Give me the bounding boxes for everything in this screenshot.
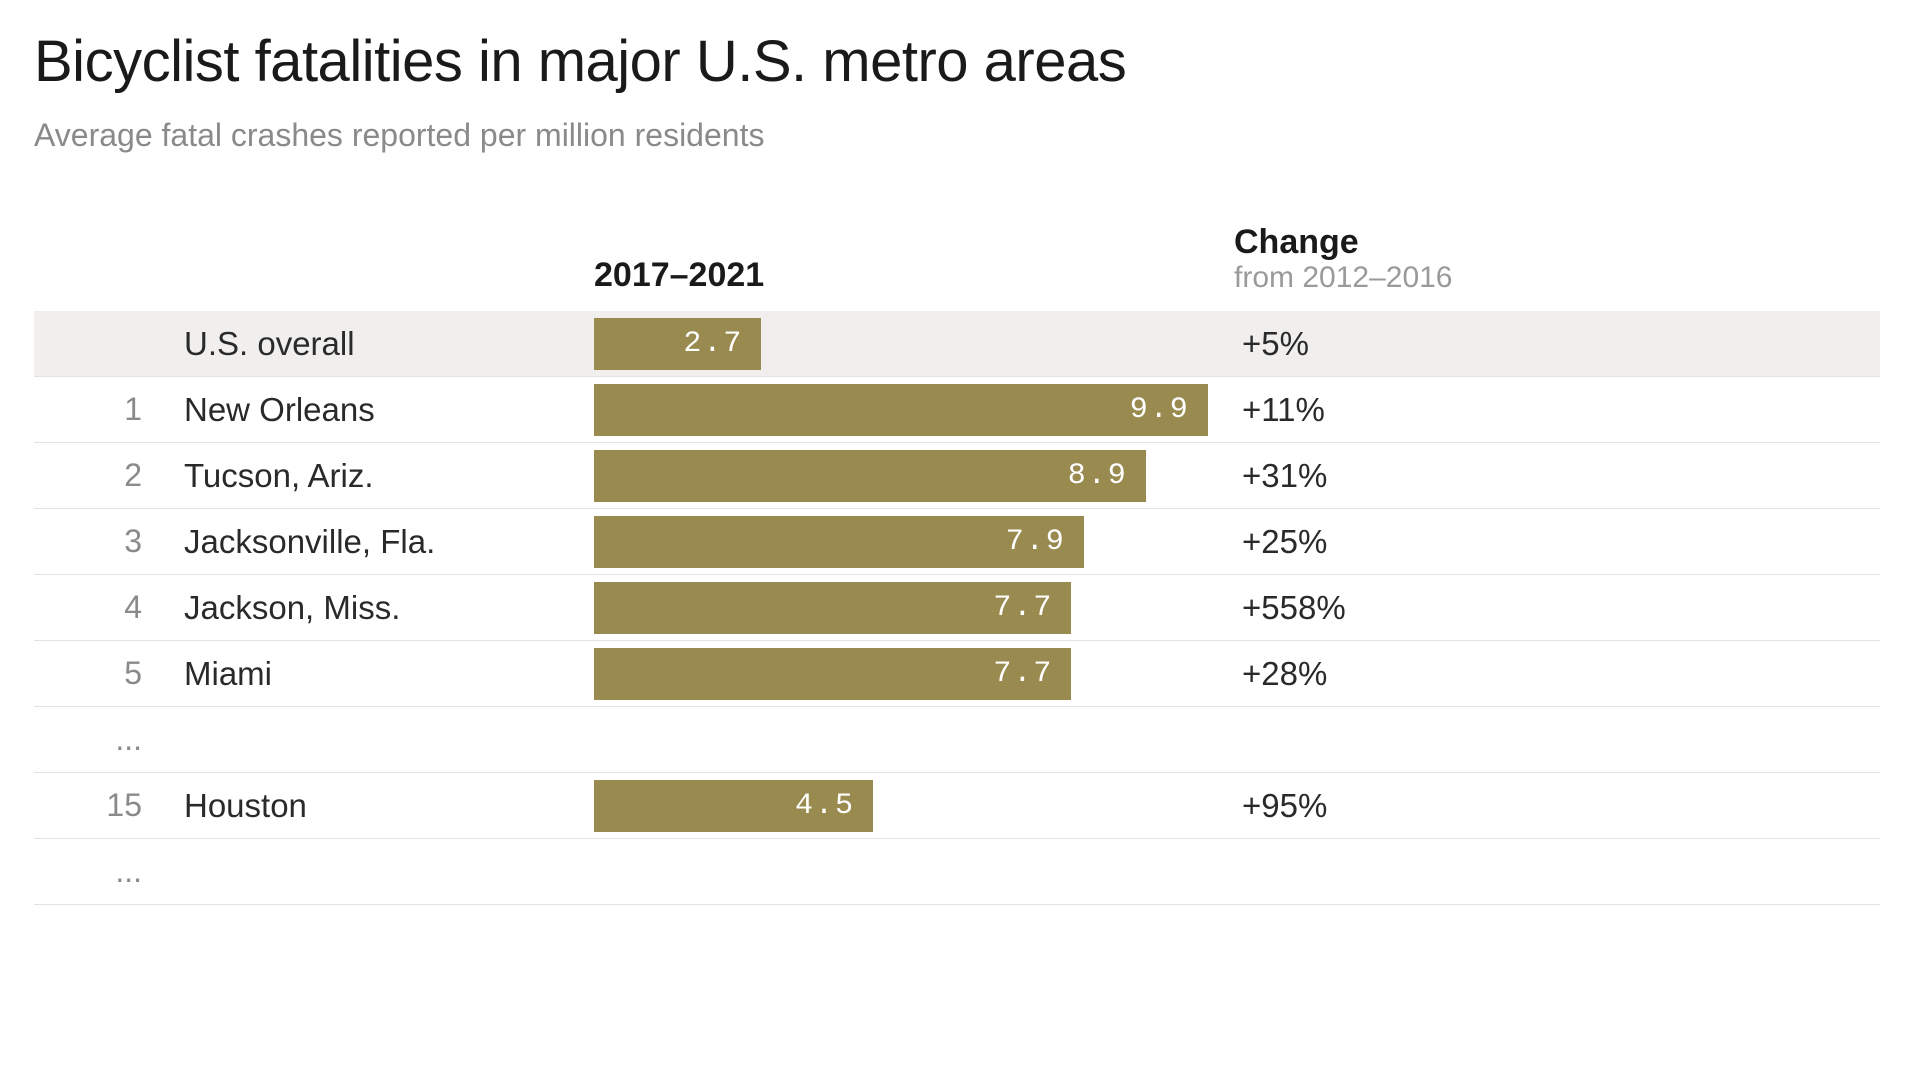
- change-cell: +25%: [1234, 523, 1880, 561]
- metro-name: Miami: [184, 655, 594, 693]
- value-bar: 8.9: [594, 450, 1146, 502]
- chart-subtitle: Average fatal crashes reported per milli…: [34, 117, 1880, 154]
- value-bar: 7.7: [594, 582, 1071, 634]
- rank-cell: 3: [34, 523, 184, 560]
- period-header: 2017–2021: [594, 256, 1234, 295]
- metro-name: Tucson, Ariz.: [184, 457, 594, 495]
- change-header-sub: from 2012–2016: [1234, 261, 1880, 295]
- change-cell: +95%: [1234, 787, 1880, 825]
- data-rows: U.S. overall 2.7 +5% 1New Orleans 9.9 +11% 2Tu…: [34, 311, 1880, 905]
- rank-cell: 15: [34, 787, 184, 824]
- bar-cell: 8.9: [594, 443, 1234, 508]
- ellipsis-row: ...: [34, 839, 1880, 905]
- rank-cell: 4: [34, 589, 184, 626]
- bar-value-label: 7.7: [993, 657, 1053, 691]
- metro-name: U.S. overall: [184, 325, 594, 363]
- table-row: 5Miami 7.7 +28%: [34, 641, 1880, 707]
- bar-cell: 4.5: [594, 773, 1234, 838]
- value-bar: 7.9: [594, 516, 1084, 568]
- table-row: U.S. overall 2.7 +5%: [34, 311, 1880, 377]
- ellipsis-text: ...: [34, 721, 184, 758]
- change-cell: +28%: [1234, 655, 1880, 693]
- table-row: 4Jackson, Miss. 7.7 +558%: [34, 575, 1880, 641]
- bar-value-label: 8.9: [1068, 459, 1128, 493]
- change-cell: +11%: [1234, 391, 1880, 429]
- bar-cell: 7.7: [594, 575, 1234, 640]
- metro-name: New Orleans: [184, 391, 594, 429]
- value-bar: 7.7: [594, 648, 1071, 700]
- table-row: 15Houston 4.5 +95%: [34, 773, 1880, 839]
- bar-cell: 2.7: [594, 311, 1234, 376]
- bar-value-label: 2.7: [683, 327, 743, 361]
- rank-cell: 2: [34, 457, 184, 494]
- change-header-label: Change: [1234, 224, 1880, 261]
- ellipsis-row: ...: [34, 707, 1880, 773]
- table-row: 2Tucson, Ariz. 8.9 +31%: [34, 443, 1880, 509]
- change-cell: +5%: [1234, 325, 1880, 363]
- bar-value-label: 9.9: [1130, 393, 1190, 427]
- bar-cell: 7.9: [594, 509, 1234, 574]
- value-bar: 4.5: [594, 780, 873, 832]
- metro-name: Houston: [184, 787, 594, 825]
- change-header: Change from 2012–2016: [1234, 224, 1880, 295]
- chart-title: Bicyclist fatalities in major U.S. metro…: [34, 28, 1880, 95]
- change-cell: +31%: [1234, 457, 1880, 495]
- rank-cell: 5: [34, 655, 184, 692]
- metro-name: Jacksonville, Fla.: [184, 523, 594, 561]
- change-cell: +558%: [1234, 589, 1880, 627]
- bar-cell: 9.9: [594, 377, 1234, 442]
- bar-cell: 7.7: [594, 641, 1234, 706]
- fatalities-bar-chart: Bicyclist fatalities in major U.S. metro…: [0, 0, 1920, 925]
- value-bar: 2.7: [594, 318, 761, 370]
- bar-value-label: 7.7: [993, 591, 1053, 625]
- column-headers: 2017–2021 Change from 2012–2016: [34, 224, 1880, 311]
- ellipsis-text: ...: [34, 853, 184, 890]
- bar-value-label: 7.9: [1006, 525, 1066, 559]
- metro-name: Jackson, Miss.: [184, 589, 594, 627]
- table-row: 1New Orleans 9.9 +11%: [34, 377, 1880, 443]
- value-bar: 9.9: [594, 384, 1208, 436]
- rank-cell: 1: [34, 391, 184, 428]
- bar-value-label: 4.5: [795, 789, 855, 823]
- table-row: 3Jacksonville, Fla. 7.9 +25%: [34, 509, 1880, 575]
